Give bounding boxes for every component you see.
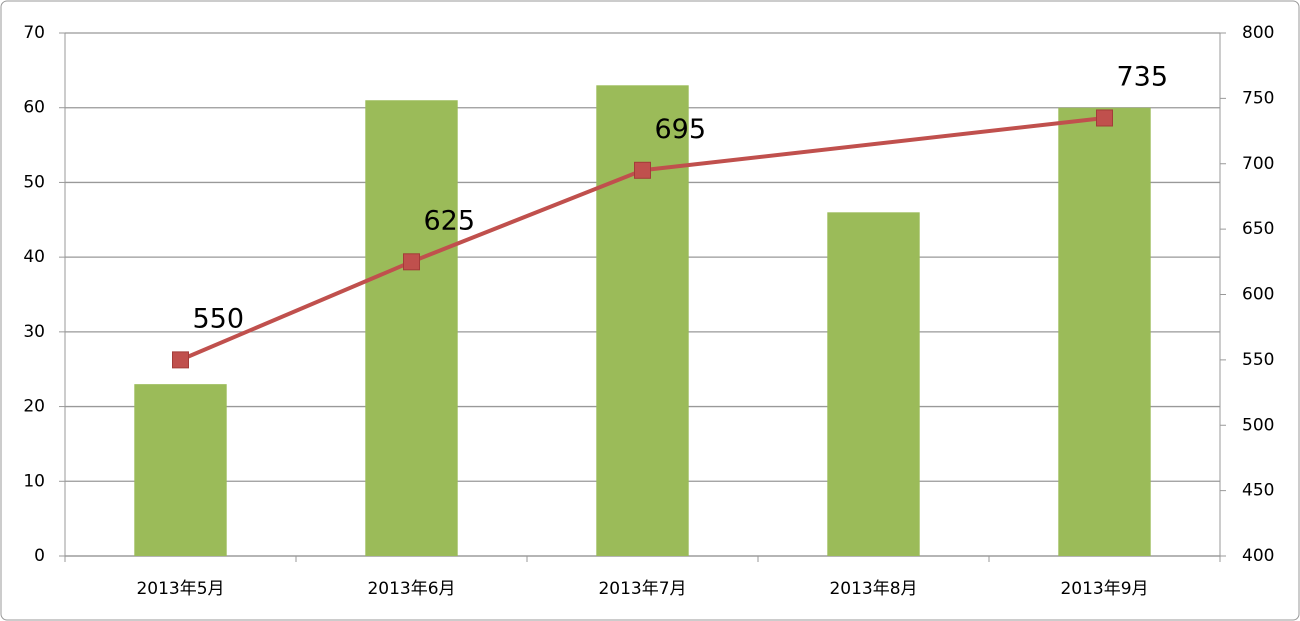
y-tick-label: 10	[23, 471, 45, 491]
data-label: 695	[655, 114, 707, 145]
y2-tick-label: 650	[1242, 219, 1274, 239]
y2-tick-label: 700	[1242, 154, 1274, 174]
y2-tick-label: 550	[1242, 350, 1274, 370]
y2-tick-label: 500	[1242, 415, 1274, 435]
y-tick-label: 40	[23, 247, 45, 267]
line-segment	[409, 168, 645, 264]
line-segment	[640, 115, 1107, 173]
bar	[827, 212, 920, 557]
line-segment	[178, 259, 414, 362]
line-marker	[172, 351, 189, 369]
x-tick-label: 2013年8月	[829, 579, 917, 599]
y2-tick-label: 750	[1242, 88, 1274, 108]
bar	[134, 384, 227, 556]
x-tick-label: 2013年9月	[1060, 579, 1148, 599]
y-tick-label: 30	[23, 322, 45, 342]
bar	[1058, 107, 1151, 556]
y-tick-label: 0	[34, 546, 45, 566]
y-tick-label: 50	[23, 172, 45, 192]
data-label: 735	[1117, 61, 1169, 92]
y2-tick-label: 800	[1242, 23, 1274, 43]
y-tick-label: 20	[23, 397, 45, 417]
bar	[596, 85, 689, 557]
line-marker	[403, 253, 420, 271]
line-marker	[1096, 109, 1113, 127]
data-label: 625	[424, 205, 476, 236]
line-marker	[634, 161, 651, 179]
bar	[365, 100, 458, 556]
y-tick-label: 70	[23, 23, 45, 43]
x-tick-label: 2013年6月	[367, 579, 455, 599]
y2-tick-label: 600	[1242, 285, 1274, 305]
x-tick-label: 2013年7月	[598, 579, 686, 599]
x-tick-label: 2013年5月	[136, 579, 224, 599]
y2-tick-label: 400	[1242, 546, 1274, 566]
y2-tick-label: 450	[1242, 481, 1274, 501]
data-label: 550	[193, 303, 245, 334]
y-tick-label: 60	[23, 98, 45, 118]
